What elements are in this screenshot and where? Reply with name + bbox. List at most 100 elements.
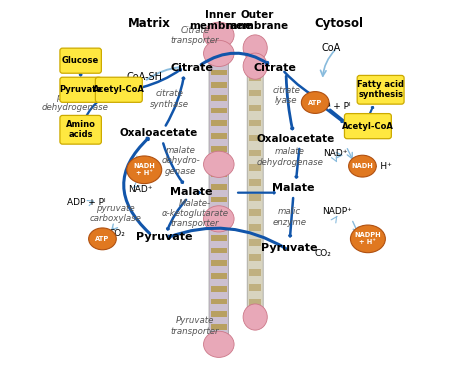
Text: malate
dehydro-
genase: malate dehydro- genase — [161, 146, 200, 176]
Ellipse shape — [203, 22, 234, 48]
Bar — [211, 146, 227, 151]
Ellipse shape — [350, 225, 385, 253]
Text: malic
enzyme: malic enzyme — [273, 207, 307, 227]
Bar — [249, 269, 261, 276]
Bar — [249, 209, 261, 216]
Ellipse shape — [203, 151, 234, 177]
Bar — [211, 311, 227, 317]
Text: ADP + Pᴵ: ADP + Pᴵ — [312, 101, 351, 111]
Bar — [249, 90, 261, 96]
FancyBboxPatch shape — [60, 48, 101, 73]
Text: NAD⁺: NAD⁺ — [323, 149, 347, 158]
Bar — [211, 337, 227, 342]
Text: CoA-SH: CoA-SH — [126, 72, 162, 82]
Text: Outer
membrane: Outer membrane — [226, 10, 289, 31]
Bar — [211, 44, 227, 50]
Text: Acetyl-CoA: Acetyl-CoA — [93, 85, 145, 94]
Bar — [211, 324, 227, 330]
Text: ADP + Pᴵ: ADP + Pᴵ — [67, 198, 105, 207]
Text: Citrate: Citrate — [170, 63, 213, 73]
Text: Inner
membrane: Inner membrane — [189, 10, 252, 31]
Bar — [211, 273, 227, 279]
Text: Pyruvate: Pyruvate — [136, 232, 192, 242]
FancyBboxPatch shape — [60, 115, 101, 144]
Bar — [211, 299, 227, 304]
Bar — [211, 159, 227, 164]
Bar — [249, 224, 261, 231]
Bar — [211, 82, 227, 88]
Text: citrate
synthase: citrate synthase — [150, 89, 189, 108]
Text: Pyruvate: Pyruvate — [262, 243, 318, 253]
Bar — [211, 210, 227, 215]
Bar — [211, 248, 227, 253]
Ellipse shape — [349, 155, 376, 177]
Text: Cytosol: Cytosol — [314, 17, 363, 30]
Text: pyruvate
dehydrogenase: pyruvate dehydrogenase — [42, 93, 109, 112]
Bar — [249, 299, 261, 306]
Text: NADH
+ H⁺: NADH + H⁺ — [133, 163, 155, 176]
Bar — [211, 184, 227, 190]
Text: pyruvate
carboxylase: pyruvate carboxylase — [89, 204, 141, 223]
Text: + H⁺: + H⁺ — [370, 162, 392, 171]
Text: Amino
acids: Amino acids — [66, 120, 96, 139]
FancyBboxPatch shape — [345, 114, 392, 139]
Bar — [249, 239, 261, 246]
Ellipse shape — [243, 53, 267, 79]
Text: Glucose: Glucose — [62, 56, 99, 65]
Text: ATP: ATP — [95, 236, 109, 242]
Ellipse shape — [203, 40, 234, 66]
Bar — [249, 165, 261, 171]
Bar — [211, 133, 227, 139]
Bar — [249, 150, 261, 156]
Text: Pyruvate: Pyruvate — [59, 85, 102, 94]
Bar — [249, 194, 261, 201]
FancyBboxPatch shape — [209, 36, 228, 343]
Text: CO₂: CO₂ — [109, 229, 126, 238]
Text: CO₂: CO₂ — [314, 249, 331, 258]
Text: Malate: Malate — [170, 187, 213, 197]
Bar — [211, 171, 227, 177]
Ellipse shape — [127, 156, 162, 184]
Bar — [211, 260, 227, 266]
Text: Matrix: Matrix — [128, 17, 171, 30]
Text: Oxaloacetate: Oxaloacetate — [256, 134, 334, 144]
Text: Citrate
transporter: Citrate transporter — [171, 26, 219, 45]
FancyBboxPatch shape — [60, 77, 101, 102]
Text: NAD⁺: NAD⁺ — [128, 185, 153, 194]
Bar — [249, 254, 261, 261]
Ellipse shape — [243, 304, 267, 330]
Text: NADP⁺: NADP⁺ — [322, 207, 352, 216]
Bar — [249, 120, 261, 126]
Ellipse shape — [203, 331, 234, 357]
Text: citrate
lyase: citrate lyase — [272, 85, 300, 105]
Text: Pyruvate
transporter: Pyruvate transporter — [171, 316, 219, 336]
Bar — [211, 69, 227, 75]
Text: ATP: ATP — [308, 100, 322, 105]
Text: Oxaloacetate: Oxaloacetate — [120, 128, 198, 138]
Bar — [249, 60, 261, 66]
Ellipse shape — [203, 206, 234, 232]
Bar — [211, 222, 227, 228]
FancyBboxPatch shape — [357, 76, 404, 104]
FancyBboxPatch shape — [247, 50, 263, 322]
Bar — [249, 180, 261, 186]
Bar — [211, 120, 227, 126]
Text: NADPH
+ H⁺: NADPH + H⁺ — [355, 233, 381, 245]
Text: Malate-
α-ketoglutarate
transporter: Malate- α-ketoglutarate transporter — [162, 199, 228, 228]
Bar — [211, 95, 227, 101]
Bar — [249, 75, 261, 81]
Text: Fatty acid
synthesis: Fatty acid synthesis — [357, 80, 404, 100]
Text: NADH: NADH — [352, 163, 374, 169]
Bar — [249, 135, 261, 141]
Ellipse shape — [301, 92, 329, 114]
Bar — [249, 314, 261, 321]
Bar — [249, 284, 261, 291]
Text: Acetyl-CoA: Acetyl-CoA — [342, 122, 394, 131]
Bar — [249, 105, 261, 111]
Text: Citrate: Citrate — [254, 63, 297, 73]
Bar — [211, 197, 227, 203]
Text: malate
dehydrogenase: malate dehydrogenase — [256, 147, 323, 167]
Bar — [211, 286, 227, 292]
Text: Malate: Malate — [272, 183, 315, 193]
FancyBboxPatch shape — [95, 77, 142, 102]
